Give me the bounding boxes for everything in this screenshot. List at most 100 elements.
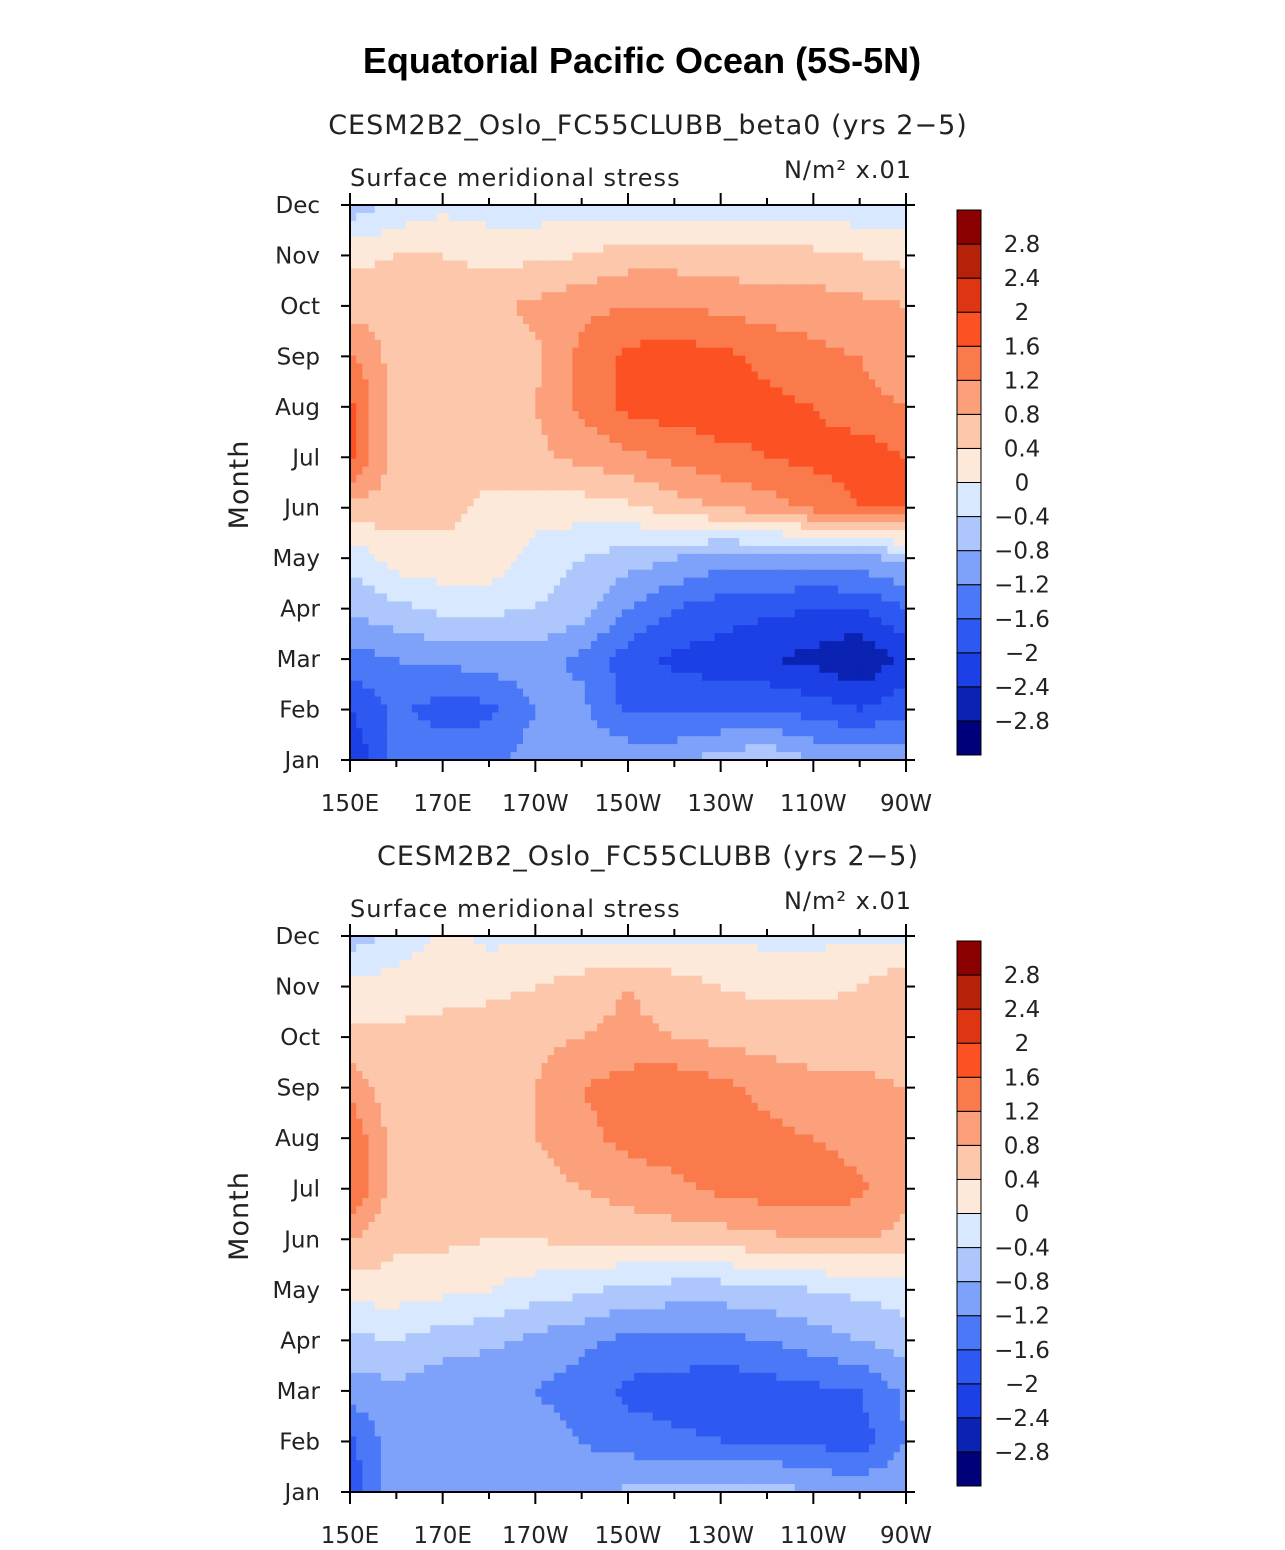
heat-cell — [745, 339, 753, 349]
heat-cell — [745, 482, 753, 492]
heat-cell — [529, 252, 536, 262]
heat-cell — [356, 228, 363, 238]
heat-cell — [504, 419, 512, 428]
heat-cell — [776, 530, 784, 539]
heat-cell — [856, 308, 864, 317]
heat-cell — [825, 538, 833, 547]
heat-cell — [417, 466, 425, 476]
heat-cell — [838, 403, 845, 412]
heat-cell — [899, 300, 907, 309]
heat-cell — [831, 474, 839, 484]
heat-cell — [560, 205, 567, 214]
heat-cell — [393, 419, 401, 428]
heat-cell — [745, 395, 753, 404]
heat-cell — [473, 212, 481, 222]
heat-cell — [430, 514, 438, 523]
heat-cell — [831, 450, 839, 460]
heat-cell — [461, 585, 468, 595]
heat-cell — [455, 363, 462, 373]
heat-cell — [529, 466, 536, 476]
heat-cell — [541, 625, 549, 634]
heat-cell — [683, 442, 691, 452]
heat-cell — [844, 601, 851, 610]
heat-cell — [516, 331, 524, 341]
heat-cell — [658, 316, 666, 325]
heat-cell — [350, 363, 357, 373]
heat-cell — [510, 474, 518, 484]
heat-cell — [553, 228, 561, 238]
heat-cell — [547, 331, 555, 341]
heat-cell — [677, 220, 685, 230]
heat-cell — [658, 498, 666, 507]
heat-cell — [677, 601, 685, 610]
heat-cell — [770, 379, 777, 388]
heat-cell — [788, 347, 796, 357]
heat-cell — [621, 569, 629, 579]
heat-cell — [813, 545, 821, 555]
heat-cell — [671, 276, 679, 285]
heat-cell — [788, 530, 796, 539]
heat-cell — [652, 434, 660, 444]
heat-cell — [671, 458, 679, 468]
heat-cell — [831, 323, 839, 333]
heat-cell — [504, 387, 512, 396]
heat-cell — [485, 323, 493, 333]
heat-cell — [782, 569, 790, 579]
heat-cell — [807, 292, 814, 301]
heat-cell — [899, 316, 907, 325]
heat-cell — [702, 522, 709, 531]
heat-cell — [572, 387, 580, 396]
heat-cell — [455, 395, 462, 404]
heat-cell — [504, 585, 512, 595]
heat-cell — [485, 395, 493, 404]
heat-cell — [467, 617, 475, 626]
heat-cell — [776, 593, 784, 603]
heat-cell — [689, 268, 697, 277]
heat-cell — [671, 450, 679, 460]
heat-cell — [702, 419, 709, 428]
heat-cell — [807, 228, 814, 238]
heat-cell — [498, 625, 506, 634]
heat-cell — [658, 530, 666, 539]
heat-cell — [714, 228, 722, 238]
heat-cell — [702, 474, 709, 484]
heat-cell — [448, 244, 456, 254]
heat-cell — [714, 617, 722, 626]
heat-cell — [708, 585, 716, 595]
heat-cell — [467, 514, 475, 523]
heat-cell — [374, 205, 382, 214]
heat-cell — [498, 434, 506, 444]
heat-cell — [405, 538, 413, 547]
heat-cell — [597, 379, 604, 388]
heat-cell — [683, 220, 691, 230]
heat-cell — [572, 276, 580, 285]
heat-cell — [516, 617, 524, 626]
heat-cell — [893, 617, 901, 626]
heat-cell — [603, 276, 611, 285]
heat-cell — [850, 482, 858, 492]
heat-cell — [405, 593, 413, 603]
heat-cell — [603, 625, 611, 634]
heat-cell — [547, 236, 555, 246]
heat-cell — [708, 205, 716, 214]
heat-cell — [634, 316, 641, 325]
heat-cell — [788, 236, 796, 246]
heat-cell — [424, 427, 431, 436]
heat-cell — [374, 268, 382, 277]
heat-cell — [535, 585, 543, 595]
heat-cell — [819, 553, 827, 563]
heat-cell — [393, 252, 401, 262]
heat-cell — [356, 641, 363, 650]
heat-cell — [467, 419, 475, 428]
heat-cell — [399, 323, 407, 333]
heat-cell — [362, 474, 370, 484]
heat-cell — [411, 490, 419, 499]
heat-cell — [350, 522, 357, 531]
heat-cell — [356, 363, 363, 373]
heat-cell — [590, 585, 598, 595]
heat-cell — [788, 498, 796, 507]
heat-cell — [881, 228, 889, 238]
heat-cell — [726, 538, 734, 547]
heat-cell — [510, 561, 518, 571]
heat-cell — [424, 514, 431, 523]
